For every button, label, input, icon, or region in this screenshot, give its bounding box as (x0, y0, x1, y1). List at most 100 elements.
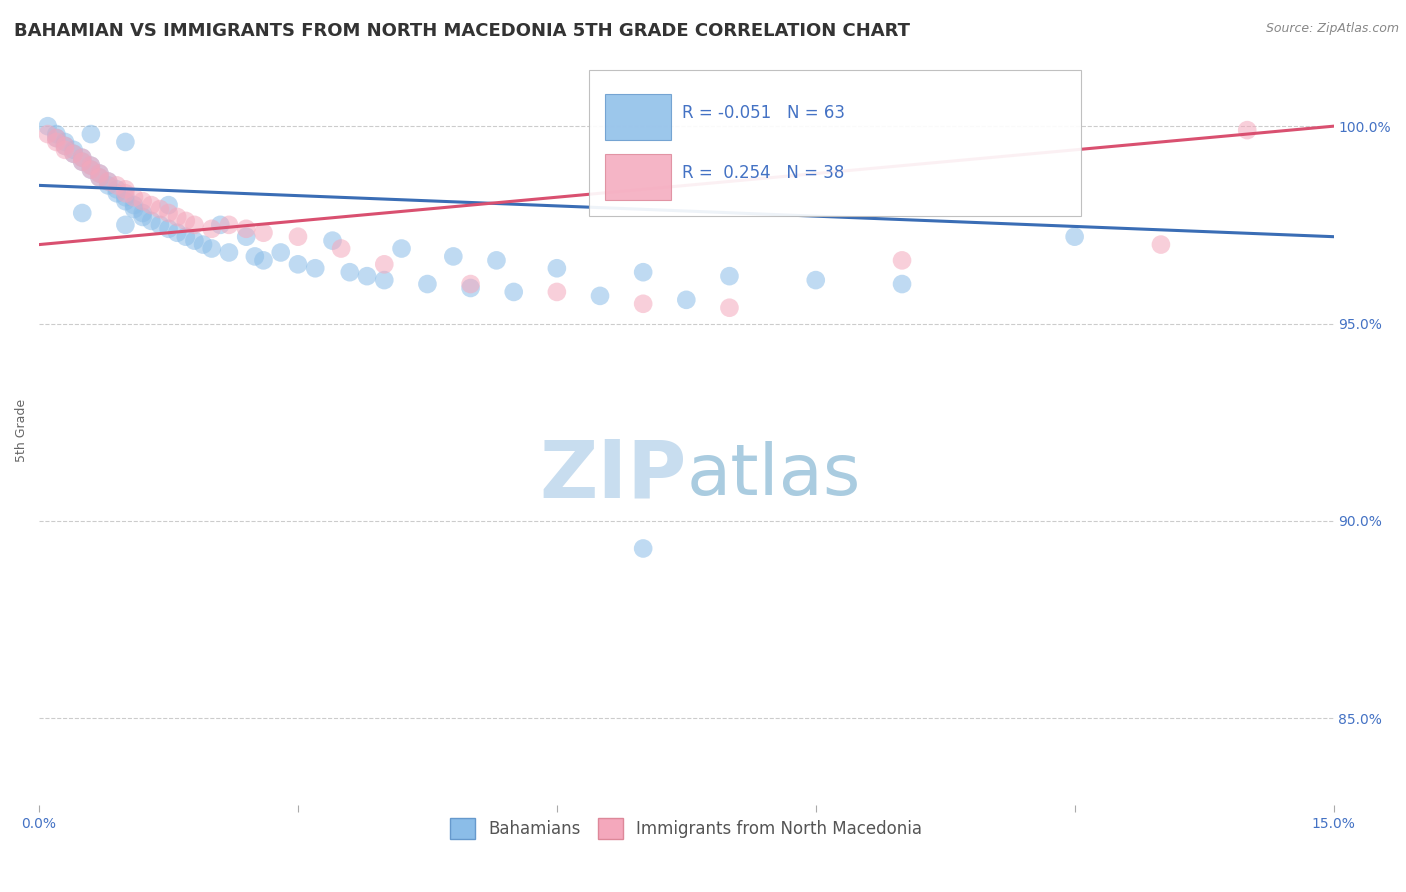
Point (72, 154, 94, 169)
Point (589, 289, 612, 303)
Point (201, 221, 224, 235)
Point (287, 229, 309, 244)
Point (80, 159, 103, 173)
Point (72, 206, 94, 220)
Point (45, 131, 67, 145)
Point (166, 226, 188, 240)
Point (157, 221, 180, 235)
Point (122, 202, 145, 216)
Point (1236, 123, 1258, 137)
Point (80, 127, 103, 141)
Point (321, 234, 343, 248)
Point (157, 206, 180, 220)
Point (243, 249, 266, 263)
Point (122, 190, 145, 204)
Point (330, 242, 353, 256)
Point (114, 194, 136, 209)
Point (89, 167, 111, 181)
Point (235, 229, 257, 244)
Point (114, 218, 136, 232)
Point (804, 273, 827, 287)
Point (174, 229, 197, 244)
Point (174, 214, 197, 228)
Point (80, 162, 103, 177)
Point (62, 146, 84, 161)
Point (105, 186, 128, 201)
Point (72, 151, 94, 165)
Point (304, 261, 326, 276)
Point (373, 273, 395, 287)
Point (80, 159, 103, 173)
Point (502, 285, 524, 299)
Text: Source: ZipAtlas.com: Source: ZipAtlas.com (1265, 22, 1399, 36)
Point (37, 127, 59, 141)
Point (218, 245, 240, 260)
Point (131, 194, 153, 209)
Point (183, 234, 205, 248)
Point (252, 253, 274, 268)
Point (235, 221, 257, 235)
Point (37, 119, 59, 133)
Point (287, 257, 309, 271)
Point (53, 135, 76, 149)
Point (157, 198, 180, 212)
Point (72, 151, 94, 165)
Text: atlas: atlas (686, 441, 860, 509)
Point (631, 265, 654, 279)
Point (166, 210, 188, 224)
Point (149, 218, 172, 232)
Point (53, 143, 76, 157)
Y-axis label: 5th Grade: 5th Grade (15, 399, 28, 462)
Point (72, 154, 94, 169)
Point (891, 277, 914, 291)
Point (546, 261, 568, 276)
Point (45, 127, 67, 141)
Point (631, 541, 654, 556)
Point (718, 269, 741, 284)
Point (114, 190, 136, 204)
Point (218, 218, 240, 232)
Text: ZIP: ZIP (538, 436, 686, 514)
Point (122, 198, 145, 212)
FancyBboxPatch shape (605, 154, 671, 200)
Point (62, 146, 84, 161)
Point (89, 170, 111, 185)
Point (131, 206, 153, 220)
Point (718, 301, 741, 315)
Point (53, 139, 76, 153)
Point (45, 135, 67, 149)
Point (105, 182, 128, 196)
Point (80, 162, 103, 177)
Point (53, 139, 76, 153)
Point (391, 242, 413, 256)
Point (114, 186, 136, 201)
Point (141, 214, 163, 228)
Point (485, 253, 508, 268)
Point (105, 178, 128, 193)
Point (339, 265, 361, 279)
Text: BAHAMIAN VS IMMIGRANTS FROM NORTH MACEDONIA 5TH GRADE CORRELATION CHART: BAHAMIAN VS IMMIGRANTS FROM NORTH MACEDO… (14, 22, 910, 40)
Text: R = -0.051   N = 63: R = -0.051 N = 63 (682, 103, 845, 122)
Point (131, 210, 153, 224)
Point (416, 277, 439, 291)
Point (546, 285, 568, 299)
Point (373, 257, 395, 271)
Legend: Bahamians, Immigrants from North Macedonia: Bahamians, Immigrants from North Macedon… (444, 812, 929, 846)
Point (62, 143, 84, 157)
Point (252, 226, 274, 240)
Point (891, 253, 914, 268)
Point (114, 182, 136, 196)
Point (183, 218, 205, 232)
Point (631, 297, 654, 311)
Point (1150, 237, 1173, 252)
Point (441, 249, 464, 263)
Point (201, 242, 224, 256)
Point (1063, 229, 1085, 244)
Point (460, 277, 482, 291)
Point (191, 237, 214, 252)
Point (141, 198, 163, 212)
Point (89, 170, 111, 185)
Point (675, 293, 697, 307)
Point (45, 131, 67, 145)
Point (209, 218, 232, 232)
